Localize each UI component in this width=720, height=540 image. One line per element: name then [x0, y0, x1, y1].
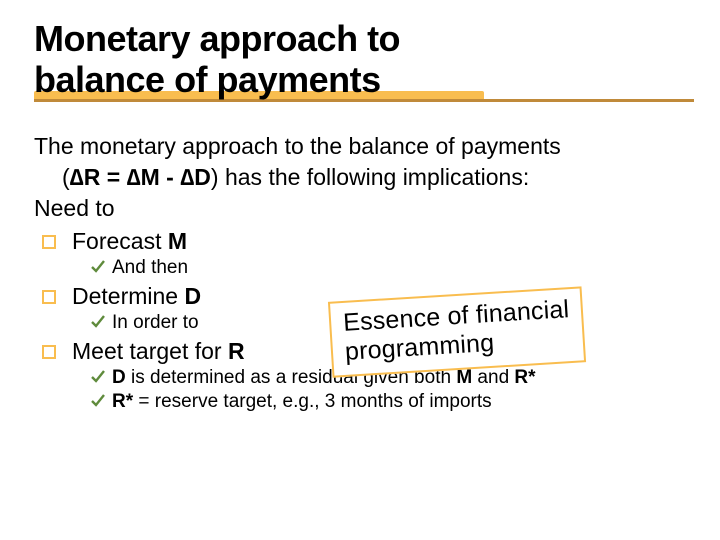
title-line2: balance of payments: [34, 59, 381, 100]
formula-open: (: [62, 164, 70, 190]
square-bullet-icon: [42, 345, 56, 359]
title-line1: Monetary approach to: [34, 18, 400, 59]
square-bullet-icon: [42, 290, 56, 304]
check-icon: [90, 314, 106, 330]
callout-box: Essence of financial programming: [328, 286, 586, 377]
check-icon: [90, 259, 106, 275]
list-item: R* = reserve target, e.g., 3 months of i…: [90, 391, 690, 413]
b3-bold: R: [228, 338, 245, 364]
b2-sub: In order to: [112, 312, 199, 333]
check-icon: [90, 393, 106, 409]
list-item: And then: [90, 257, 690, 279]
slide-title: Monetary approach to balance of payments: [34, 18, 690, 101]
b3s2-bold1: R*: [112, 391, 133, 412]
intro-text: The monetary approach to the balance of …: [34, 131, 690, 224]
b1-bold: M: [168, 228, 187, 254]
formula-close: ) has the following implications:: [211, 164, 529, 190]
sub-list: And then: [72, 257, 690, 279]
square-bullet-icon: [42, 235, 56, 249]
need-to: Need to: [34, 195, 115, 221]
b3s1-bold3: R*: [514, 367, 535, 388]
b1-sub: And then: [112, 257, 188, 278]
check-icon: [90, 369, 106, 385]
b3s1-bold1: D: [112, 367, 126, 388]
b3s1-text2: and: [472, 367, 514, 388]
intro-line1: The monetary approach to the balance of …: [34, 133, 561, 159]
b3-prefix: Meet target for: [72, 338, 228, 364]
b3s1-bold2: M: [456, 367, 472, 388]
b1-prefix: Forecast: [72, 228, 168, 254]
list-item: Forecast M And then: [42, 228, 690, 279]
formula-bold: ∆R = ∆M - ∆D: [70, 164, 211, 190]
b2-bold: D: [184, 283, 201, 309]
b2-prefix: Determine: [72, 283, 184, 309]
b3s2-text1: = reserve target, e.g., 3 months of impo…: [133, 391, 492, 412]
